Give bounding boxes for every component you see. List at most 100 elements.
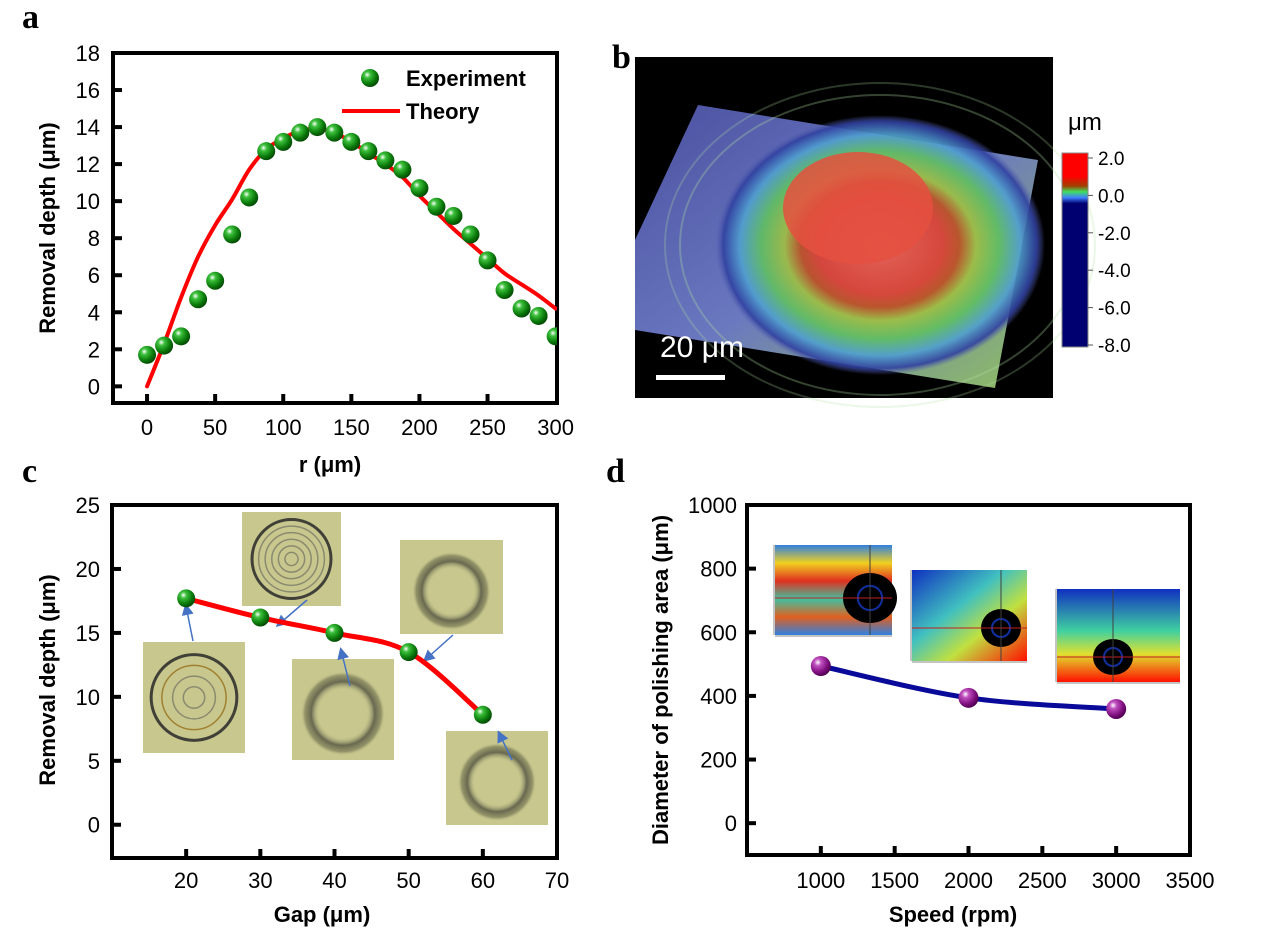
x-axis-title: Gap (μm) bbox=[274, 902, 371, 927]
y-tick-label: 4 bbox=[88, 300, 100, 325]
data-point bbox=[257, 142, 276, 161]
chart-a: 0 50 100 150 200 250 300 0 2 4 6 8 10 12 14 16 18 r (μm) R… bbox=[35, 41, 574, 477]
colorbar-unit: μm bbox=[1068, 109, 1102, 136]
y-tick-label: 20 bbox=[76, 557, 100, 582]
profile-map-inset bbox=[910, 570, 1027, 663]
x-tick-label: 60 bbox=[471, 868, 495, 893]
data-point bbox=[810, 656, 831, 676]
data-point bbox=[546, 327, 557, 346]
data-point bbox=[478, 251, 497, 270]
y-tick-label: 0 bbox=[725, 811, 737, 836]
x-axis-title: Speed (rpm) bbox=[889, 902, 1017, 927]
data-point bbox=[444, 206, 463, 225]
legend-label-theory: Theory bbox=[406, 99, 480, 124]
micrograph-inset bbox=[446, 731, 548, 825]
scale-bar bbox=[656, 375, 725, 380]
arrow bbox=[181, 603, 194, 642]
data-point bbox=[177, 589, 196, 608]
y-tick-label: 10 bbox=[76, 685, 100, 710]
data-point bbox=[342, 132, 361, 151]
data-point bbox=[308, 118, 327, 137]
data-point bbox=[291, 123, 310, 142]
data-point bbox=[251, 608, 270, 627]
data-point bbox=[410, 179, 429, 198]
data-point bbox=[325, 623, 344, 642]
data-point bbox=[495, 281, 514, 300]
micrograph-inset bbox=[400, 540, 503, 634]
data-point bbox=[512, 299, 531, 318]
y-axis-title: Removal depth (μm) bbox=[35, 122, 60, 333]
x-axis-title: r (μm) bbox=[299, 452, 361, 477]
y-tick-label: 12 bbox=[76, 152, 100, 177]
panel-label-d: d bbox=[606, 453, 625, 490]
x-tick-label: 150 bbox=[333, 415, 370, 440]
y-tick-label: 400 bbox=[700, 684, 737, 709]
x-tick-label: 50 bbox=[396, 868, 420, 893]
data-point bbox=[461, 225, 480, 244]
data-point bbox=[399, 643, 418, 662]
legend: Experiment Theory bbox=[342, 66, 526, 124]
y-tick-label: 200 bbox=[700, 748, 737, 773]
y-tick-label: 18 bbox=[76, 41, 100, 66]
micrograph-inset bbox=[143, 642, 245, 753]
colorbar-label: 2.0 bbox=[1098, 149, 1124, 170]
y-tick-label: 25 bbox=[76, 493, 100, 518]
data-point bbox=[325, 123, 344, 142]
y-tick-label: 16 bbox=[76, 78, 100, 103]
y-axis-title: Diameter of polishing area (μm) bbox=[648, 515, 673, 845]
scale-bar-label: 20 μm bbox=[660, 331, 744, 364]
x-tick-label: 300 bbox=[537, 415, 574, 440]
panel-c-insets bbox=[143, 512, 548, 825]
x-tick-label: 50 bbox=[203, 415, 227, 440]
legend-label-experiment: Experiment bbox=[406, 66, 526, 91]
x-tick-label: 3000 bbox=[1092, 868, 1141, 893]
profile-map-inset bbox=[1055, 589, 1180, 684]
x-tick-label: 1500 bbox=[870, 868, 919, 893]
micrograph-inset bbox=[292, 659, 394, 760]
panel-d-insets bbox=[773, 545, 1180, 684]
x-tick-label: 1000 bbox=[796, 868, 845, 893]
colorbar-label: -4.0 bbox=[1098, 261, 1131, 282]
panel-b-surface-image: 20 μm bbox=[635, 57, 1096, 408]
plot-area bbox=[138, 118, 557, 389]
colorbar: μm 2.0 0.0 -2.0 -4.0 -6.0 -8.0 bbox=[1061, 109, 1131, 357]
y-tick-label: 15 bbox=[76, 621, 100, 646]
data-point bbox=[189, 290, 208, 309]
arrow bbox=[422, 634, 454, 662]
y-tick-label: 6 bbox=[88, 263, 100, 288]
data-point bbox=[359, 142, 378, 161]
x-tick-label: 3500 bbox=[1166, 868, 1215, 893]
y-tick-label: 2 bbox=[88, 337, 100, 362]
x-tick-label: 2000 bbox=[944, 868, 993, 893]
x-tick-label: 250 bbox=[469, 415, 506, 440]
y-tick-label: 0 bbox=[88, 374, 100, 399]
chart-d: 1000 1500 2000 2500 3000 3500 0 200 400 600 800 100… bbox=[648, 493, 1214, 927]
panel-label-c: c bbox=[22, 453, 37, 490]
panel-label-a: a bbox=[22, 0, 39, 36]
micrograph-inset bbox=[242, 512, 341, 606]
x-tick-label: 2500 bbox=[1018, 868, 1067, 893]
data-point bbox=[240, 188, 259, 207]
x-tick-label: 0 bbox=[141, 415, 153, 440]
colorbar-label: -2.0 bbox=[1098, 224, 1131, 245]
data-point bbox=[473, 705, 492, 724]
y-tick-label: 800 bbox=[700, 557, 737, 582]
data-point bbox=[155, 336, 174, 355]
colorbar-label: 0.0 bbox=[1098, 186, 1124, 207]
data-point bbox=[206, 271, 225, 290]
data-point bbox=[958, 687, 979, 708]
panel-label-b: b bbox=[612, 39, 631, 76]
arrow bbox=[337, 647, 351, 687]
y-tick-label: 14 bbox=[76, 115, 100, 140]
y-tick-label: 600 bbox=[700, 620, 737, 645]
colorbar-label: -8.0 bbox=[1098, 336, 1131, 357]
arrow bbox=[497, 730, 513, 761]
y-axis-title: Removal depth (μm) bbox=[35, 574, 60, 785]
profile-map-inset bbox=[773, 545, 897, 637]
y-tick-label: 1000 bbox=[688, 493, 737, 518]
data-point bbox=[1106, 698, 1127, 719]
x-tick-label: 40 bbox=[322, 868, 346, 893]
x-tick-label: 70 bbox=[545, 868, 569, 893]
x-tick-label: 20 bbox=[174, 868, 198, 893]
chart-c: 20 30 40 50 60 70 0 5 10 15 20 25 Gap (μm) Removal de… bbox=[35, 493, 569, 927]
